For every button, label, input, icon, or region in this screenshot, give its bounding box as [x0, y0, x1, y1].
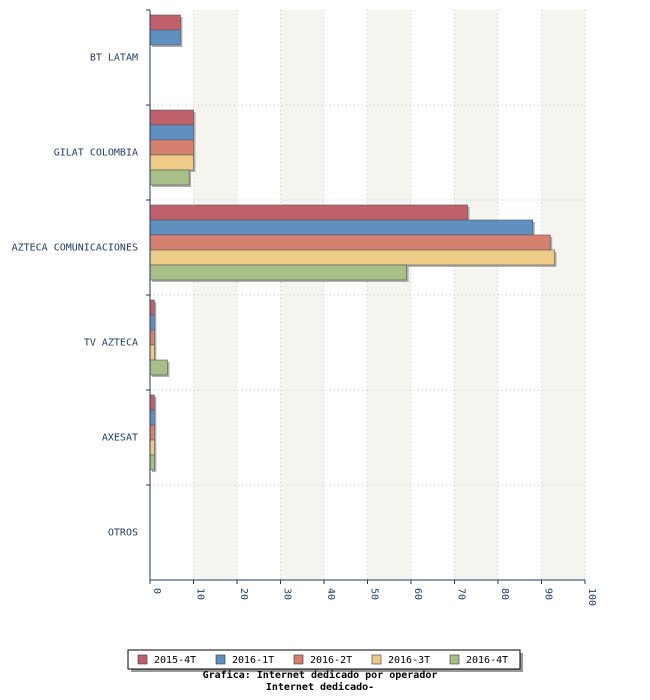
category-label-bt-latam: BT LATAM	[90, 53, 138, 64]
bar-axesat-2015-4t	[149, 394, 155, 411]
bar-gilat-colombia-2016-2t	[149, 139, 194, 156]
x-tick-label: 30	[282, 588, 293, 600]
legend-label-2016-1t: 2016-1T	[232, 655, 274, 666]
bar-axesat-2016-1t	[149, 409, 155, 426]
x-tick-label: 40	[325, 588, 336, 600]
plot-background	[150, 10, 585, 580]
bar-gilat-colombia-2015-4t	[149, 109, 194, 126]
x-tick-label: 20	[238, 588, 249, 600]
bar-tv-azteca-2016-3t	[149, 344, 155, 361]
bar-gilat-colombia-2016-4t	[149, 169, 190, 186]
x-tick-label: 70	[456, 588, 467, 600]
plot-band	[193, 10, 237, 580]
bar-bt-latam-2015-4t	[149, 14, 181, 31]
bar-tv-azteca-2015-4t	[149, 299, 155, 316]
tick-labels: 0 10 20 30 40 50 60 70 80 90 100	[151, 588, 597, 606]
x-tick-label: 80	[499, 588, 510, 600]
legend: 2015-4T 2016-1T 2016-2T 2016-3T 2016-4T	[127, 649, 523, 672]
legend-label-2016-3t: 2016-3T	[388, 655, 430, 666]
x-tick-label: 10	[195, 588, 206, 600]
bar-azteca-comunicaciones-2015-4t	[149, 204, 468, 221]
category-label-axesat: AXESAT	[102, 433, 138, 444]
bar-tv-azteca-2016-1t	[149, 314, 155, 331]
bar-axesat-2016-2t	[149, 424, 155, 441]
category-labels: BT LATAM GILAT COLOMBIA AZTECA COMUNICACIO…	[12, 53, 138, 539]
bar-tv-azteca-2016-4t	[149, 359, 168, 376]
bar-azteca-comunicaciones-2016-4t	[149, 264, 407, 281]
legend-label-2015-4t: 2015-4T	[154, 655, 196, 666]
legend-label-2016-2t: 2016-2T	[310, 655, 352, 666]
bar-gilat-colombia-2016-3t	[149, 154, 194, 171]
x-tick-label: 0	[151, 588, 162, 594]
bars	[149, 14, 557, 472]
legend-label-2016-4t: 2016-4T	[466, 655, 508, 666]
plot-band	[454, 10, 498, 580]
bar-tv-azteca-2016-2t	[149, 329, 155, 346]
category-label-azteca-comunicaciones: AZTECA COMUNICACIONES	[12, 243, 138, 254]
plot-band	[324, 10, 368, 580]
x-tick-label: 90	[543, 588, 554, 600]
legend-box	[127, 649, 521, 670]
bar-bt-latam-2016-1t	[149, 29, 181, 46]
x-tick-label: 100	[586, 588, 597, 606]
legend-swatch-2016-2t	[293, 654, 304, 665]
bar-azteca-comunicaciones-2016-2t	[149, 234, 551, 251]
captions: Grafica: Internet dedicado por operador …	[203, 669, 438, 693]
plot-band	[411, 10, 455, 580]
category-label-tv-azteca: TV AZTECA	[84, 338, 138, 349]
bar-gilat-colombia-2016-1t	[149, 124, 194, 141]
legend-swatch-2015-4t	[137, 654, 148, 665]
legend-swatch-2016-1t	[215, 654, 226, 665]
gridlines	[150, 10, 586, 580]
bar-axesat-2016-4t	[149, 454, 155, 471]
bar-azteca-comunicaciones-2016-3t	[149, 249, 555, 266]
bar-axesat-2016-3t	[149, 439, 155, 456]
bar-azteca-comunicaciones-2016-1t	[149, 219, 534, 236]
caption-line-1: Grafica: Internet dedicado por operador	[203, 669, 438, 681]
category-label-gilat-colombia: GILAT COLOMBIA	[54, 148, 138, 159]
caption-line-2: Internet dedicado-	[266, 681, 374, 693]
x-tick-label: 50	[369, 588, 380, 600]
plot-band	[541, 10, 585, 580]
axes	[146, 9, 586, 584]
x-tick-label: 60	[412, 588, 423, 600]
legend-swatch-2016-3t	[371, 654, 382, 665]
category-label-otros: OTROS	[108, 528, 138, 539]
legend-swatch-2016-4t	[449, 654, 460, 665]
